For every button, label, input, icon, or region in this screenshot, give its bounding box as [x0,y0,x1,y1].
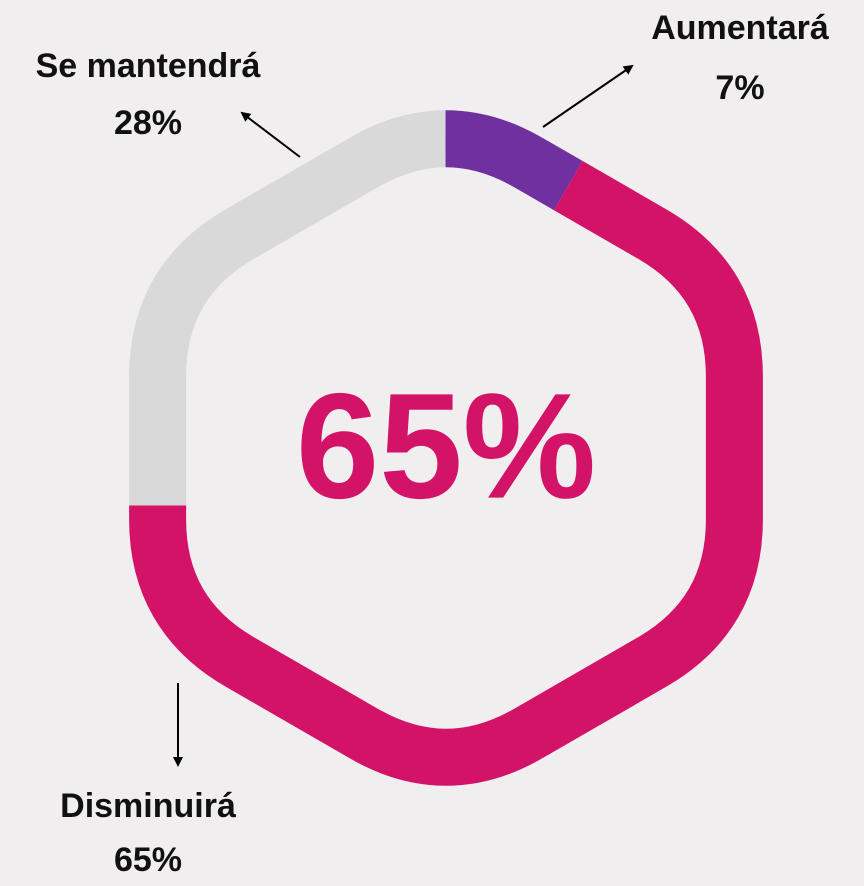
value-label: 28% [114,104,182,142]
category-label: Se mantendrá [36,47,261,85]
category-label: Disminuirá [60,787,236,825]
ring-segment [129,110,763,786]
category-label: Aumentará [651,9,829,47]
ring [129,110,763,786]
center-label: 65% [296,362,596,530]
arrow [240,111,301,158]
ring-segment [129,110,763,786]
value-label: 7% [715,69,764,107]
value-label: 65% [114,841,182,879]
arrow [542,64,634,128]
